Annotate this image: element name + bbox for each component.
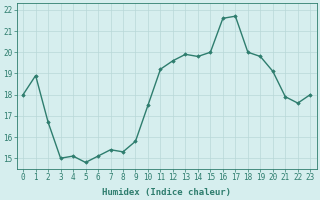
- X-axis label: Humidex (Indice chaleur): Humidex (Indice chaleur): [102, 188, 231, 197]
